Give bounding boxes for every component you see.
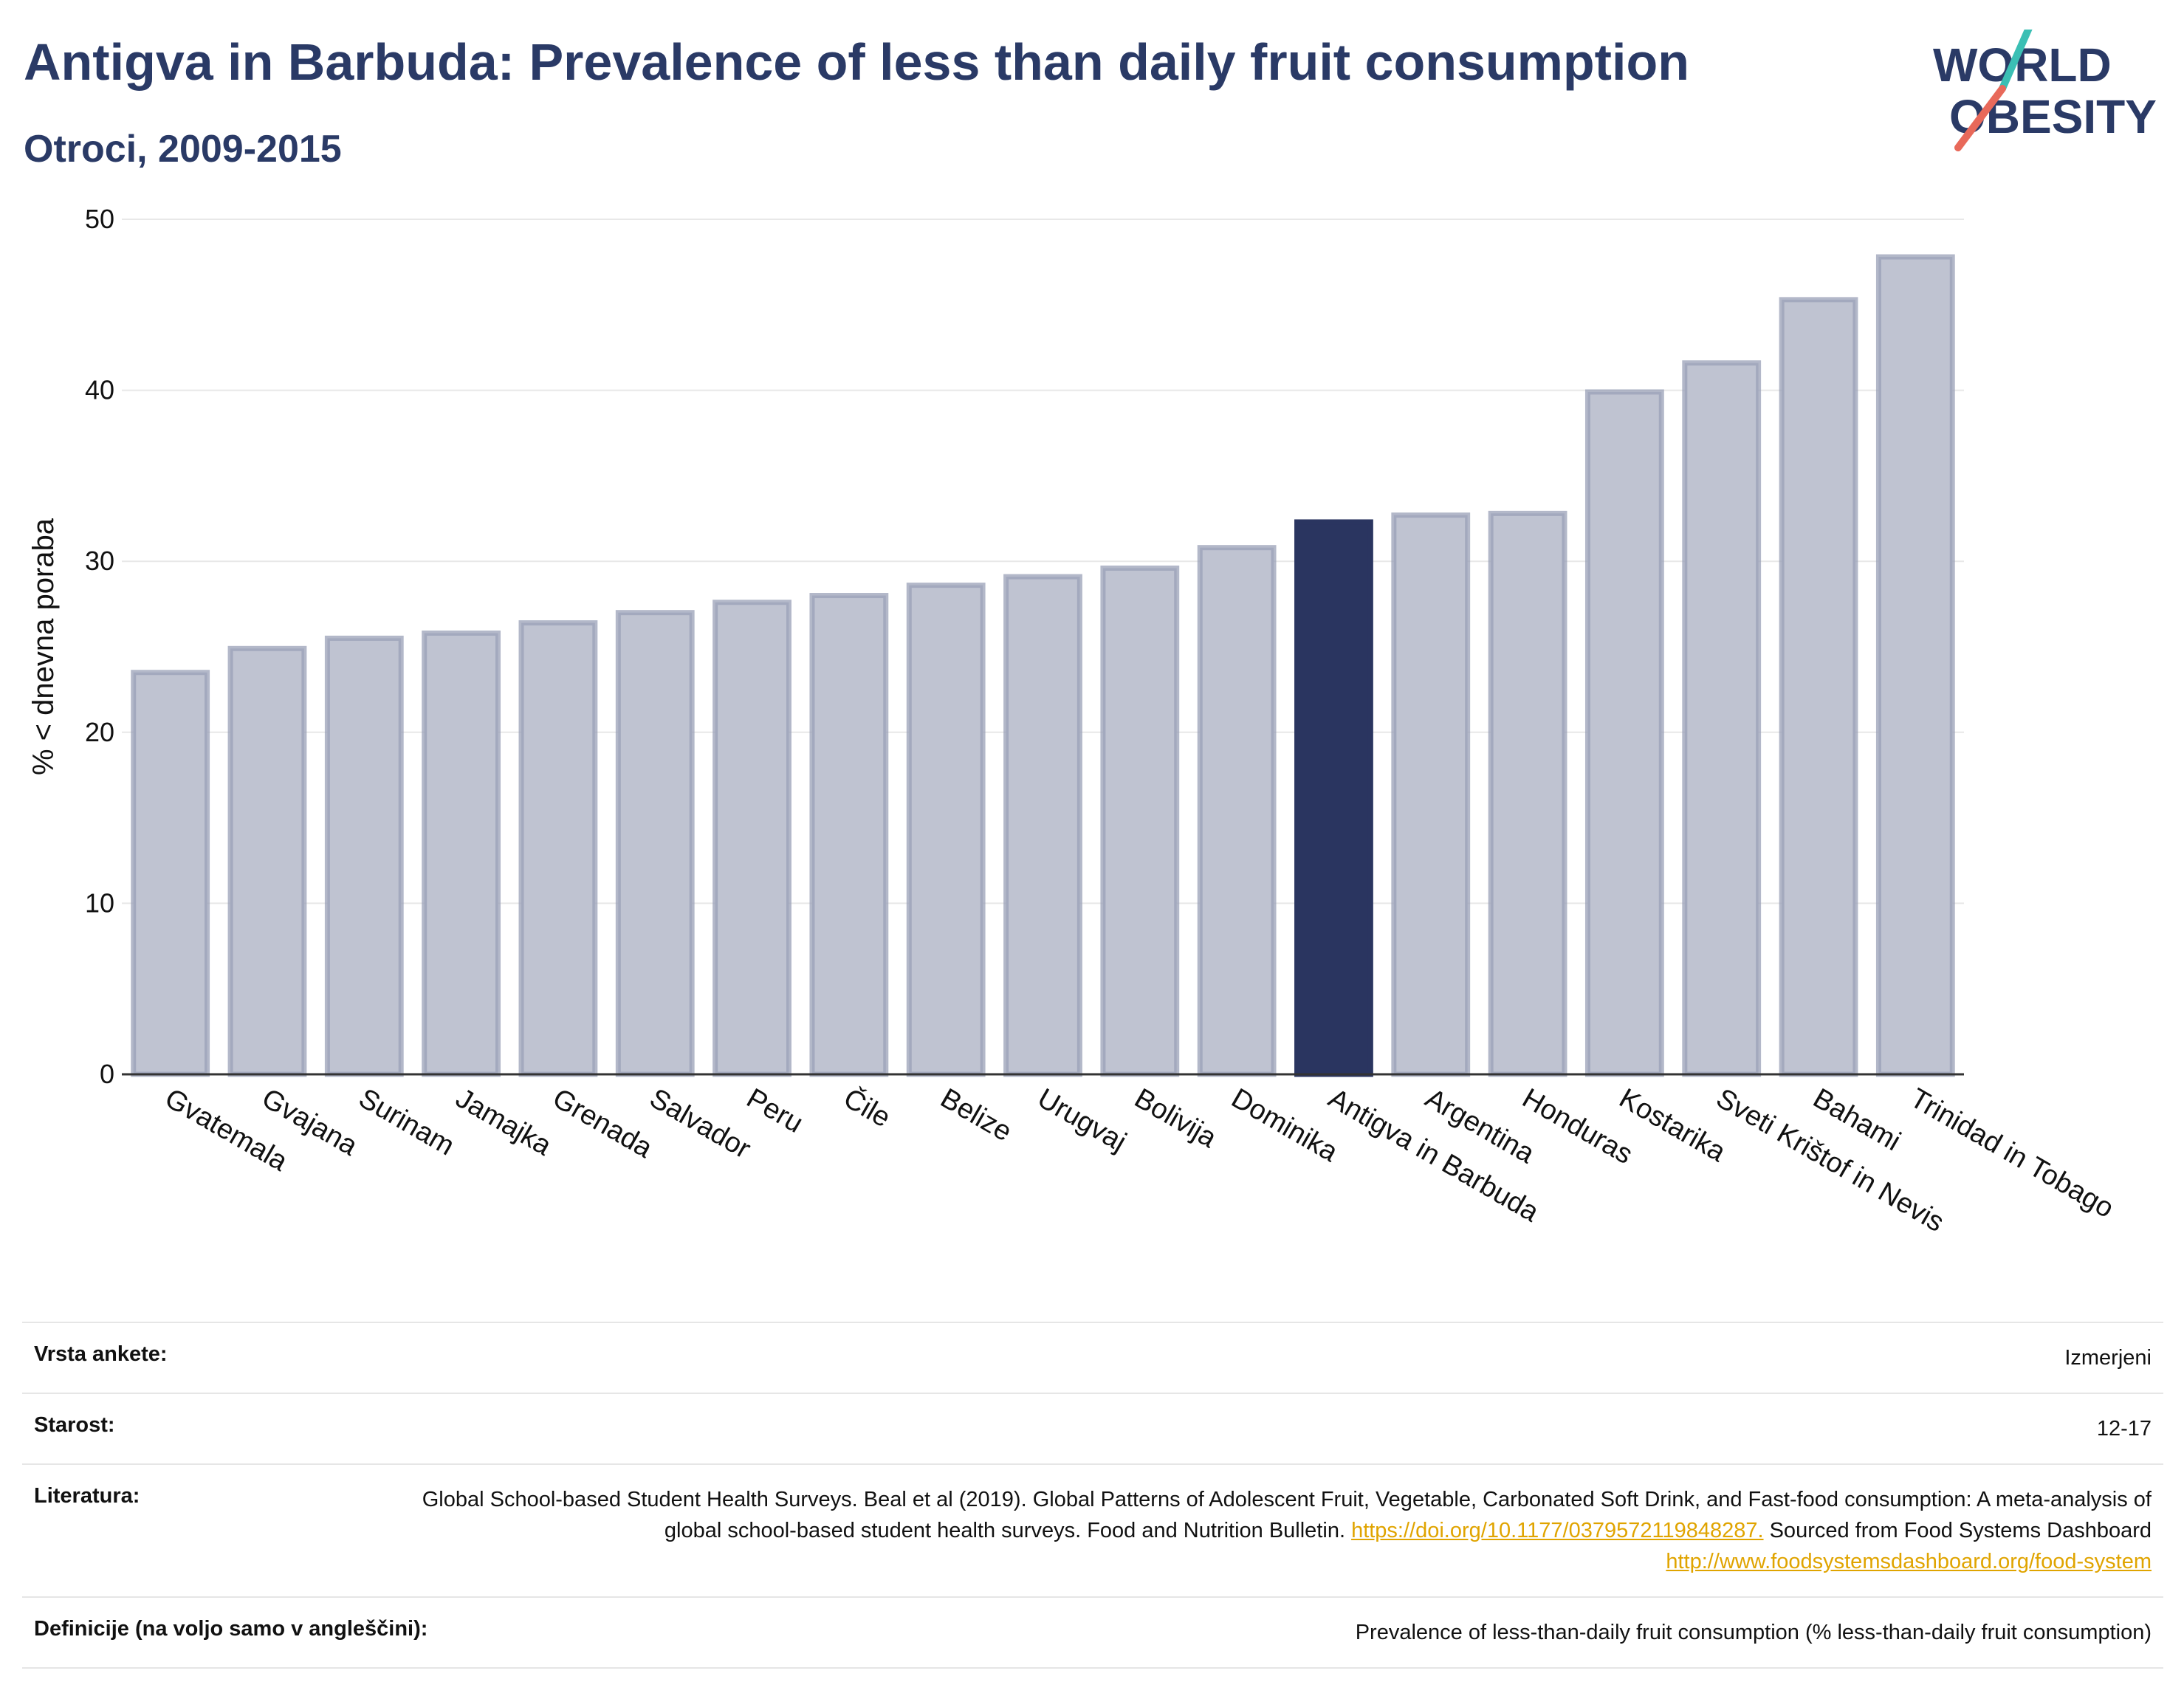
world-obesity-logo: WORLD OBESITY xyxy=(1933,30,2157,151)
bar-peru[interactable] xyxy=(712,600,791,1077)
x-tick-label: Peru xyxy=(741,1082,808,1139)
info-value: 12-17 xyxy=(2096,1417,2152,1441)
chart-title: Antigva in Barbuda: Prevalence of less t… xyxy=(24,33,1689,91)
bar-gvajana[interactable] xyxy=(227,645,307,1077)
bar-bolivija[interactable] xyxy=(1100,565,1180,1077)
x-tick-label: Grenada xyxy=(547,1082,658,1164)
y-tick-label: 30 xyxy=(85,546,114,576)
y-tick-label: 50 xyxy=(85,204,114,234)
bar-jamajka[interactable] xyxy=(422,630,501,1077)
dashboard-link[interactable]: http://www.foodsystemsdashboard.org/food… xyxy=(1666,1550,2152,1573)
info-value: Izmerjeni xyxy=(2064,1346,2152,1370)
bar-chart: 0 10 20 30 40 50 GvatemalaGvajanaSurinamJamaj… xyxy=(27,204,2119,1238)
y-tick-label: 0 xyxy=(100,1059,114,1089)
info-value: Prevalence of less-than-daily fruit cons… xyxy=(1355,1621,2152,1644)
info-row-definitions: Definicije (na voljo samo v angleščini):… xyxy=(22,1596,2163,1669)
x-tick-label: Kostarika xyxy=(1614,1082,1731,1168)
bars xyxy=(131,254,1955,1077)
info-value: Global School-based Student Health Surve… xyxy=(380,1484,2152,1577)
y-axis-label: % < dnevna poraba xyxy=(27,518,60,775)
x-tick-label: Dominika xyxy=(1226,1082,1344,1168)
bar-belize[interactable] xyxy=(906,583,986,1077)
info-label: Literatura: xyxy=(34,1484,140,1508)
bar-kostarika[interactable] xyxy=(1584,389,1664,1077)
bar-surinam[interactable] xyxy=(324,635,404,1077)
info-table: Vrsta ankete: Izmerjeni Starost: 12-17 L… xyxy=(22,1322,2163,1669)
bar-urugvaj[interactable] xyxy=(1003,574,1082,1077)
bar--ile[interactable] xyxy=(809,593,889,1077)
x-tick-label: Urugvaj xyxy=(1032,1082,1131,1158)
chart-subtitle: Otroci, 2009-2015 xyxy=(24,128,342,171)
bar-sveti-kri-tof-in-nevis[interactable] xyxy=(1682,360,1762,1077)
x-tick-label: Jamajka xyxy=(450,1082,557,1162)
x-axis-ticks: GvatemalaGvajanaSurinamJamajkaGrenadaSal… xyxy=(159,1082,2119,1238)
info-row-age: Starost: 12-17 xyxy=(22,1393,2163,1463)
x-tick-label: Trinidad in Tobago xyxy=(1905,1082,2119,1224)
bar-trinidad-in-tobago[interactable] xyxy=(1875,254,1955,1077)
reference-source-text: Sourced from Food Systems Dashboard xyxy=(1769,1519,2152,1542)
info-row-survey-type: Vrsta ankete: Izmerjeni xyxy=(22,1322,2163,1393)
info-label: Definicije (na voljo samo v angleščini): xyxy=(34,1617,428,1641)
bar-honduras[interactable] xyxy=(1488,510,1567,1077)
x-tick-label: Čile xyxy=(838,1082,896,1134)
y-axis-ticks: 0 10 20 30 40 50 xyxy=(85,204,114,1089)
bar-dominika[interactable] xyxy=(1197,545,1277,1077)
bar-grenada[interactable] xyxy=(518,620,598,1077)
info-label: Starost: xyxy=(34,1413,115,1437)
bar-argentina[interactable] xyxy=(1391,512,1471,1077)
bar-gvatemala[interactable] xyxy=(131,670,210,1077)
bar-bahami[interactable] xyxy=(1779,297,1858,1077)
y-tick-label: 20 xyxy=(85,717,114,747)
bar-antigva-in-barbuda[interactable] xyxy=(1294,519,1373,1077)
bar-salvador[interactable] xyxy=(615,610,695,1077)
doi-link[interactable]: https://doi.org/10.1177/0379572119848287… xyxy=(1351,1519,1764,1542)
info-label: Vrsta ankete: xyxy=(34,1342,168,1366)
x-tick-label: Honduras xyxy=(1517,1082,1638,1170)
x-tick-label: Belize xyxy=(935,1082,1017,1147)
info-row-references: Literatura: Global School-based Student … xyxy=(22,1463,2163,1596)
reference-text: Global School-based Student Health Surve… xyxy=(422,1488,2152,1542)
x-tick-label: Bolivija xyxy=(1129,1082,1222,1154)
y-tick-label: 40 xyxy=(85,375,114,405)
x-tick-label: Surinam xyxy=(354,1082,460,1161)
y-tick-label: 10 xyxy=(85,888,114,918)
x-tick-label: Salvador xyxy=(645,1082,756,1165)
